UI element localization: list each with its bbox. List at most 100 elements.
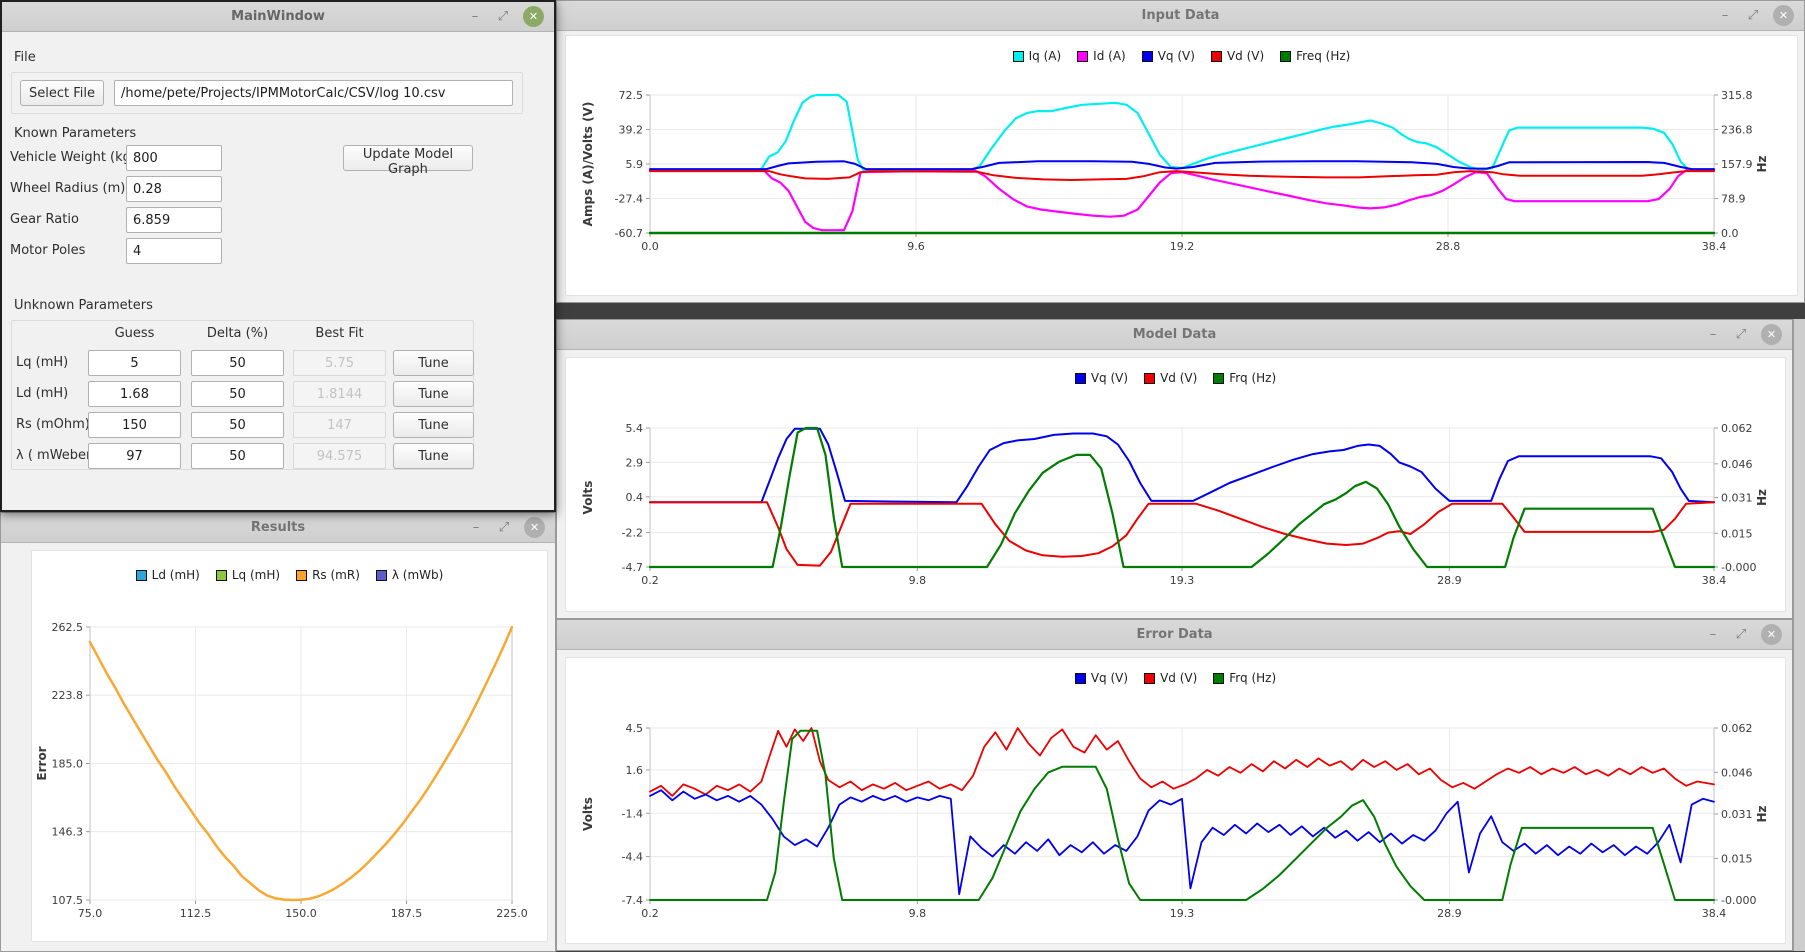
minimize-button[interactable]: –	[472, 520, 480, 535]
input-chart-legend: Iq (A) Id (A) Vq (V) Vd (V) Freq (Hz)	[566, 36, 1797, 76]
lambda-tune-button[interactable]: Tune	[393, 443, 474, 469]
legend-item[interactable]: Vq (V)	[1074, 371, 1129, 385]
window-title: Input Data	[1141, 8, 1220, 23]
lambda-delta-input[interactable]	[191, 443, 284, 469]
legend-item[interactable]: Iq (A)	[1012, 49, 1061, 63]
svg-text:38.4: 38.4	[1702, 240, 1727, 253]
svg-text:0.2: 0.2	[641, 907, 659, 920]
legend-label: Vq (V)	[1157, 49, 1195, 63]
minimize-button[interactable]: –	[1709, 327, 1717, 342]
results-titlebar: Results – ⤢ ✕	[1, 513, 555, 543]
restore-button[interactable]: ⤢	[498, 520, 510, 535]
svg-text:72.5: 72.5	[619, 89, 644, 102]
legend-item[interactable]: λ (mWb)	[375, 568, 444, 582]
param-label-gear-ratio: Gear Ratio	[10, 212, 79, 227]
legend-item[interactable]: Vd (V)	[1144, 371, 1197, 385]
close-button[interactable]: ✕	[1773, 5, 1794, 26]
svg-text:38.4: 38.4	[1702, 907, 1727, 920]
legend-label: Vd (V)	[1226, 49, 1265, 63]
svg-text:9.6: 9.6	[907, 240, 925, 253]
restore-button[interactable]: ⤢	[1735, 327, 1747, 342]
legend-item[interactable]: Lq (mH)	[215, 568, 281, 582]
results-chart[interactable]: 75.0 112.5 150.0 187.5 225.0 262.5 223.8 185.0 1…	[32, 599, 549, 943]
select-file-button[interactable]: Select File	[20, 80, 104, 106]
svg-text:185.0: 185.0	[52, 758, 84, 771]
svg-text:-1.4: -1.4	[622, 807, 643, 820]
legend-swatch-icon	[1213, 372, 1225, 384]
window-title: MainWindow	[231, 9, 325, 24]
minimize-button[interactable]: –	[1721, 8, 1729, 23]
legend-swatch-icon	[215, 569, 227, 581]
close-button[interactable]: ✕	[1761, 324, 1782, 345]
ld-delta-input[interactable]	[191, 381, 284, 407]
legend-item[interactable]: Frq (Hz)	[1213, 371, 1276, 385]
ld-guess-input[interactable]	[88, 381, 181, 407]
legend-item[interactable]: Id (A)	[1077, 49, 1126, 63]
known-params-label: Known Parameters	[14, 126, 137, 141]
close-button[interactable]: ✕	[523, 6, 544, 27]
legend-label: Vq (V)	[1090, 371, 1129, 385]
svg-text:187.5: 187.5	[391, 907, 423, 920]
restore-button[interactable]: ⤢	[1735, 627, 1747, 642]
legend-item[interactable]: Ld (mH)	[135, 568, 200, 582]
svg-text:Hz: Hz	[1755, 489, 1769, 506]
svg-text:5.9: 5.9	[626, 158, 644, 171]
svg-text:150.0: 150.0	[285, 907, 317, 920]
legend-label: λ (mWb)	[391, 568, 444, 582]
legend-item[interactable]: Vq (V)	[1141, 49, 1195, 63]
gear-ratio-input[interactable]	[126, 207, 222, 233]
svg-text:19.3: 19.3	[1170, 574, 1195, 587]
svg-text:-0.000: -0.000	[1721, 894, 1756, 907]
restore-button[interactable]: ⤢	[497, 9, 509, 24]
param-label-wheel-radius: Wheel Radius (m)	[10, 181, 126, 196]
minimize-button[interactable]: –	[471, 9, 479, 24]
legend-item[interactable]: Rs (mR)	[296, 568, 360, 582]
main-window-titlebar: MainWindow – ⤢ ✕	[2, 2, 554, 32]
svg-text:38.4: 38.4	[1702, 574, 1727, 587]
close-button[interactable]: ✕	[1761, 624, 1782, 645]
legend-item[interactable]: Freq (Hz)	[1280, 49, 1350, 63]
motor-poles-input[interactable]	[126, 238, 222, 264]
window-title: Model Data	[1132, 327, 1217, 342]
lq-best-fit-field	[293, 350, 386, 376]
svg-text:0.062: 0.062	[1721, 422, 1753, 435]
svg-text:Hz: Hz	[1755, 155, 1769, 172]
model-data-chart[interactable]: 0.2 9.8 19.3 28.9 38.4 5.4 2.9 0.4 -2.2 -4.7 0.062…	[566, 398, 1787, 613]
legend-item[interactable]: Vq (V)	[1074, 671, 1129, 685]
rs-tune-button[interactable]: Tune	[393, 412, 474, 438]
lq-guess-input[interactable]	[88, 350, 181, 376]
results-chart-legend: Ld (mH) Lq (mH) Rs (mR) λ (mWb)	[32, 551, 547, 599]
close-button[interactable]: ✕	[524, 517, 545, 538]
input-data-chart[interactable]: 0.0 9.6 19.2 28.8 38.4 72.5 39.2 5.9 -27.4 -60.7 3…	[566, 76, 1799, 297]
svg-text:-7.4: -7.4	[622, 894, 643, 907]
legend-swatch-icon	[296, 569, 308, 581]
file-path-input[interactable]	[114, 80, 513, 106]
ld-tune-button[interactable]: Tune	[393, 381, 474, 407]
lq-tune-button[interactable]: Tune	[393, 350, 474, 376]
rs-guess-input[interactable]	[88, 412, 181, 438]
svg-text:0.0: 0.0	[641, 240, 659, 253]
vehicle-weight-input[interactable]	[126, 145, 222, 171]
rs-delta-input[interactable]	[191, 412, 284, 438]
restore-button[interactable]: ⤢	[1747, 8, 1759, 23]
svg-text:4.5: 4.5	[626, 722, 644, 735]
svg-text:28.9: 28.9	[1437, 574, 1462, 587]
legend-label: Vd (V)	[1160, 371, 1198, 385]
svg-text:0.0: 0.0	[1721, 227, 1739, 240]
lq-delta-input[interactable]	[191, 350, 284, 376]
update-model-graph-button[interactable]: Update Model Graph	[343, 145, 473, 177]
svg-text:0.015: 0.015	[1721, 852, 1753, 865]
legend-label: Vq (V)	[1090, 671, 1129, 685]
row-label-ld: Ld (mH)	[16, 386, 69, 401]
legend-swatch-icon	[1074, 372, 1086, 384]
legend-item[interactable]: Vd (V)	[1210, 49, 1265, 63]
legend-item[interactable]: Vd (V)	[1144, 671, 1197, 685]
error-data-chart[interactable]: 0.2 9.8 19.3 28.9 38.4 4.5 1.6 -1.4 -4.4 -7.4 0.06…	[566, 698, 1787, 945]
error-chart-legend: Vq (V) Vd (V) Frq (Hz)	[566, 658, 1785, 698]
row-label-lambda: λ ( mWeber)	[16, 448, 97, 463]
minimize-button[interactable]: –	[1709, 627, 1717, 642]
wheel-radius-input[interactable]	[126, 176, 222, 202]
legend-item[interactable]: Frq (Hz)	[1213, 671, 1276, 685]
lambda-guess-input[interactable]	[88, 443, 181, 469]
legend-label: Lq (mH)	[231, 568, 281, 582]
